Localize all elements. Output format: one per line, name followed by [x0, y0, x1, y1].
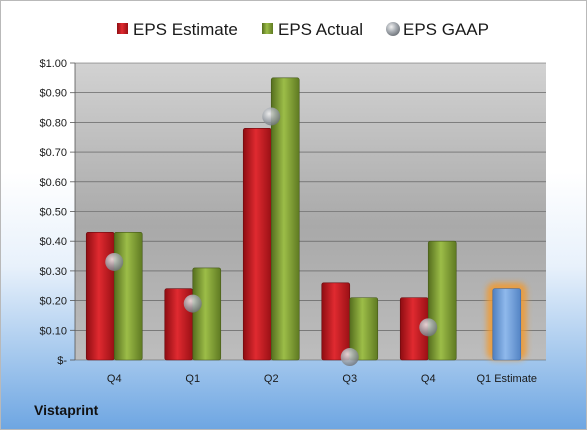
legend-swatch	[386, 22, 400, 36]
legend-label: EPS Actual	[278, 20, 363, 39]
y-tick-label: $0.60	[39, 177, 67, 189]
legend-swatch	[117, 23, 128, 34]
y-tick-label: $0.30	[39, 266, 67, 278]
x-tick-label: Q3	[342, 373, 357, 385]
bar-eps-estimate	[242, 128, 272, 361]
y-tick-label: $0.70	[39, 147, 67, 159]
bar-eps-actual	[427, 240, 457, 361]
y-tick-label: $0.80	[39, 117, 67, 129]
marker-eps-gaap	[105, 252, 124, 271]
bar-eps-actual	[113, 231, 143, 361]
legend-label: EPS Estimate	[133, 20, 238, 39]
y-tick-label: $0.90	[39, 88, 67, 100]
y-tick-label: $-	[57, 355, 67, 367]
bar-eps-estimate	[321, 282, 351, 361]
y-tick-label: $0.20	[39, 296, 67, 308]
bar-eps-actual	[270, 77, 300, 361]
marker-eps-gaap	[419, 318, 438, 337]
plot-area: $- $0.10 $0.20 $0.30 $0.40 $0.50 $0.60 $0.70 $0.…	[39, 58, 546, 385]
marker-eps-gaap	[183, 294, 202, 313]
x-tick-label: Q4	[421, 373, 436, 385]
x-tick-label: Q2	[264, 373, 279, 385]
y-tick-label: $1.00	[39, 58, 67, 70]
y-tick-label: $0.40	[39, 236, 67, 248]
y-tick-label: $0.10	[39, 325, 67, 337]
legend-swatch	[262, 23, 273, 34]
marker-eps-gaap	[340, 348, 359, 367]
x-tick-label: Q1 Estimate	[476, 373, 537, 385]
bar-eps-actual	[349, 297, 379, 361]
legend-label: EPS GAAP	[403, 20, 489, 39]
x-tick-label: Q4	[107, 373, 122, 385]
company-name: Vistaprint	[34, 402, 99, 418]
marker-eps-gaap	[262, 107, 281, 126]
bar-eps-actual	[192, 267, 222, 361]
x-tick-label: Q1	[185, 373, 200, 385]
chart-legend: EPS Estimate EPS Actual EPS GAAP	[117, 20, 489, 39]
bar-eps-estimate	[85, 231, 115, 361]
y-tick-label: $0.50	[39, 207, 67, 219]
bar-q1-estimate	[492, 288, 522, 361]
